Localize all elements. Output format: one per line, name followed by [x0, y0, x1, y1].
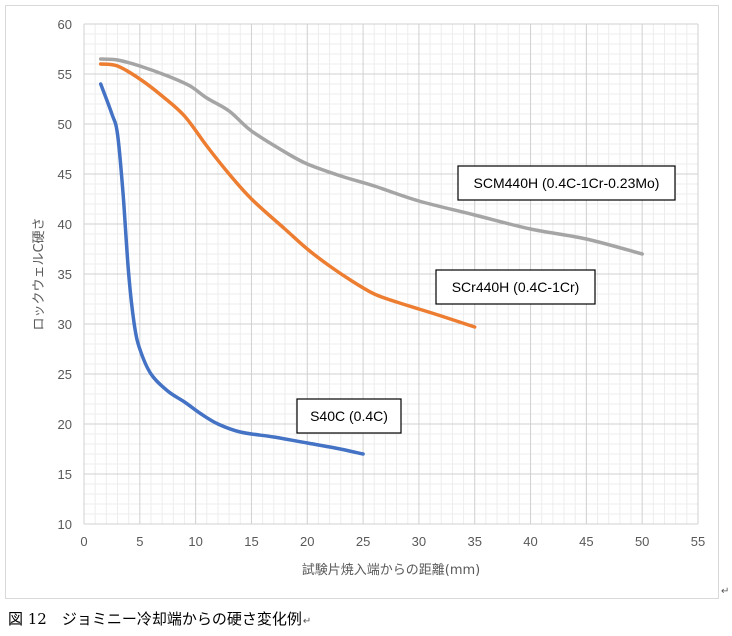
x-tick-label: 25: [356, 534, 370, 549]
paragraph-return-mark: ↵: [721, 586, 730, 597]
x-tick-label: 15: [244, 534, 258, 549]
y-tick-label: 45: [58, 167, 72, 182]
y-tick-label: 55: [58, 67, 72, 82]
x-tick-label: 35: [467, 534, 481, 549]
callout-label: S40C (0.4C): [310, 408, 388, 424]
callout-box: [296, 398, 402, 434]
x-tick-label: 50: [635, 534, 649, 549]
callout-label: SCr440H (0.4C-1Cr): [452, 279, 580, 295]
y-tick-label: 60: [58, 17, 72, 32]
x-tick-label: 30: [412, 534, 426, 549]
x-tick-label: 55: [691, 534, 705, 549]
callout-scr440h: SCr440H (0.4C-1Cr): [435, 269, 596, 305]
y-tick-label: 40: [58, 217, 72, 232]
caption-text: 図 12 ジョミニー冷却端からの硬さ変化例: [8, 610, 302, 628]
series-line-scm440h: [98, 57, 644, 256]
y-tick-label: 35: [58, 267, 72, 282]
y-tick-label: 10: [58, 517, 72, 532]
y-tick-label: 20: [58, 417, 72, 432]
series-callouts: SCM440H (0.4C-1Cr-0.23Mo) SCr440H (0.4C-1…: [296, 165, 676, 434]
x-tick-label: 0: [80, 534, 87, 549]
x-tick-label: 5: [136, 534, 143, 549]
y-tick-label: 50: [58, 117, 72, 132]
y-tick-label: 30: [58, 317, 72, 332]
series-line-scr440h: [98, 62, 477, 329]
y-tick-label: 15: [58, 467, 72, 482]
x-axis-title: 試験片焼入端からの距離(mm): [302, 562, 480, 578]
series-lines: [98, 57, 644, 456]
series-line-s40c: [98, 82, 365, 456]
y-tick-label: 25: [58, 367, 72, 382]
x-tick-label: 20: [300, 534, 314, 549]
y-axis-tick-labels: 10 15 20 25 30 35 40 45 50 55 60: [58, 17, 72, 532]
figure-caption: 図 12 ジョミニー冷却端からの硬さ変化例↵: [8, 608, 311, 629]
x-tick-label: 40: [523, 534, 537, 549]
chart: 0 5 10 15 20 25 30 35 40 45 50 55 10 15 20 25 30 35 40 45 5…: [32, 17, 705, 578]
y-axis-title: ロックウェルC硬さ: [32, 217, 47, 330]
x-tick-label: 45: [579, 534, 593, 549]
callout-scm440h: SCM440H (0.4C-1Cr-0.23Mo): [457, 165, 676, 201]
callout-label: SCM440H (0.4C-1Cr-0.23Mo): [474, 175, 660, 191]
major-gridlines: [83, 23, 699, 525]
callout-box: [435, 269, 596, 305]
x-axis-tick-labels: 0 5 10 15 20 25 30 35 40 45 50 55: [80, 534, 705, 549]
x-tick-label: 10: [188, 534, 202, 549]
caption-return-mark: ↵: [302, 616, 312, 627]
callout-box: [457, 165, 676, 201]
callout-s40c: S40C (0.4C): [296, 398, 402, 434]
chart-area: [5, 5, 719, 599]
